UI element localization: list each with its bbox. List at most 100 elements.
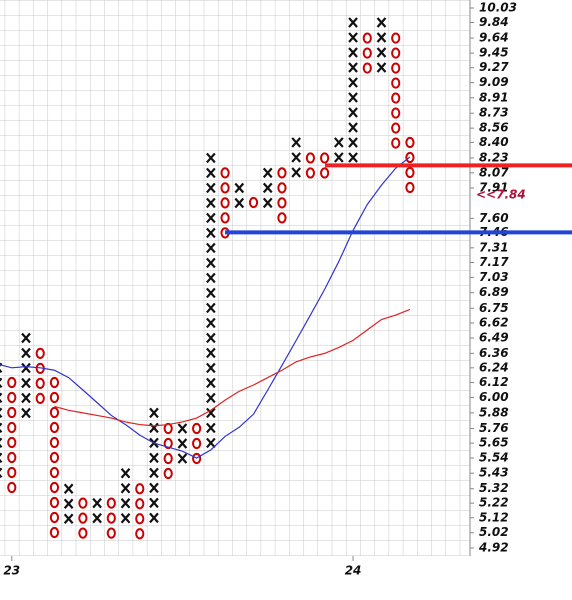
column: [192, 422, 202, 465]
o-box: [7, 451, 17, 464]
x-box: [348, 32, 358, 43]
y-tick-label: 6.49: [479, 331, 509, 345]
o-box: [163, 422, 173, 435]
x-box: [0, 377, 3, 389]
y-tick-label: 5.54: [479, 451, 509, 465]
o-box: [277, 197, 287, 209]
y-tick-label: 6.24: [479, 360, 509, 374]
column: [120, 467, 131, 524]
y-tick-label: 5.43: [479, 466, 509, 480]
y-tick-label: 6.62: [479, 315, 509, 329]
o-box: [362, 62, 372, 74]
x-box: [0, 467, 3, 479]
last-price-label: <<7.84: [476, 187, 526, 201]
y-tick-label: 9.84: [479, 15, 509, 29]
o-box: [49, 526, 60, 539]
o-box: [7, 481, 17, 494]
x-box: [63, 483, 74, 494]
o-box: [135, 483, 145, 495]
y-tick-label: 9.27: [479, 60, 509, 74]
x-box: [206, 227, 216, 239]
y-tick-label: 6.00: [479, 390, 509, 404]
o-box: [391, 62, 401, 74]
y-tick-label: 8.40: [479, 135, 509, 149]
column: [391, 32, 401, 149]
x-box: [348, 137, 358, 148]
x-box: [21, 407, 31, 419]
y-tick-label: 4.92: [478, 541, 509, 555]
x-box: [262, 182, 273, 194]
x-box: [92, 512, 102, 524]
o-box: [35, 347, 45, 359]
o-box: [320, 167, 330, 179]
o-box: [7, 406, 17, 419]
o-box: [305, 152, 315, 164]
x-box: [206, 377, 216, 389]
y-tick-label: 5.22: [479, 496, 509, 510]
column: [135, 483, 145, 540]
column: [163, 422, 173, 480]
o-box: [405, 166, 415, 179]
o-box: [49, 511, 60, 524]
x-box: [291, 152, 302, 163]
column: [248, 196, 259, 209]
x-box: [21, 377, 31, 389]
x-box: [177, 438, 188, 449]
x-box: [234, 182, 245, 194]
plot-area: [0, 17, 415, 540]
y-tick-label: 7.03: [479, 270, 509, 284]
y-tick-label: 9.45: [479, 46, 509, 60]
o-box: [405, 151, 415, 164]
o-box: [391, 32, 401, 44]
y-tick-label: 6.75: [479, 301, 509, 315]
x-box: [63, 513, 74, 524]
o-box: [220, 212, 230, 224]
y-tick-label: 5.76: [479, 421, 509, 435]
x-box: [348, 77, 358, 88]
o-box: [391, 107, 401, 119]
y-tick-label: 5.65: [479, 436, 509, 450]
column: [206, 152, 216, 449]
x-box: [262, 167, 273, 179]
x-box: [291, 167, 302, 178]
x-tick-label: 24: [345, 564, 362, 578]
x-box: [92, 497, 102, 509]
grid: [0, 0, 470, 556]
x-box: [348, 47, 358, 58]
o-box: [7, 376, 17, 389]
y-tick-label: 8.73: [479, 106, 509, 120]
x-box: [0, 407, 3, 419]
x-box: [177, 423, 188, 434]
y-tick-label: 9.09: [479, 75, 509, 89]
y-tick-label: 7.91: [479, 181, 509, 195]
x-box: [234, 197, 245, 209]
column: [291, 137, 302, 178]
o-box: [7, 436, 17, 449]
o-box: [106, 512, 116, 524]
x-box: [206, 392, 216, 404]
y-tick-label: 8.56: [479, 121, 509, 135]
o-box: [7, 391, 17, 404]
o-box: [49, 421, 60, 434]
x-box: [206, 272, 216, 284]
y-tick-label: 7.60: [479, 211, 509, 225]
moving-average: [0, 156, 411, 459]
x-box: [348, 107, 358, 118]
y-tick-label: 9.64: [479, 31, 509, 45]
o-box: [49, 391, 60, 404]
column: [78, 497, 88, 539]
y-tick-label: 6.89: [479, 285, 509, 299]
o-box: [7, 466, 17, 479]
o-box: [192, 437, 202, 450]
o-box: [163, 437, 173, 450]
o-box: [192, 452, 202, 465]
x-box: [63, 498, 74, 509]
x-box: [0, 437, 3, 449]
x-box: [21, 392, 31, 404]
o-box: [391, 47, 401, 59]
o-box: [106, 527, 116, 539]
y-tick-label: 7.17: [479, 255, 509, 269]
o-box: [192, 422, 202, 435]
y-tick-label: 10.03: [479, 1, 517, 15]
